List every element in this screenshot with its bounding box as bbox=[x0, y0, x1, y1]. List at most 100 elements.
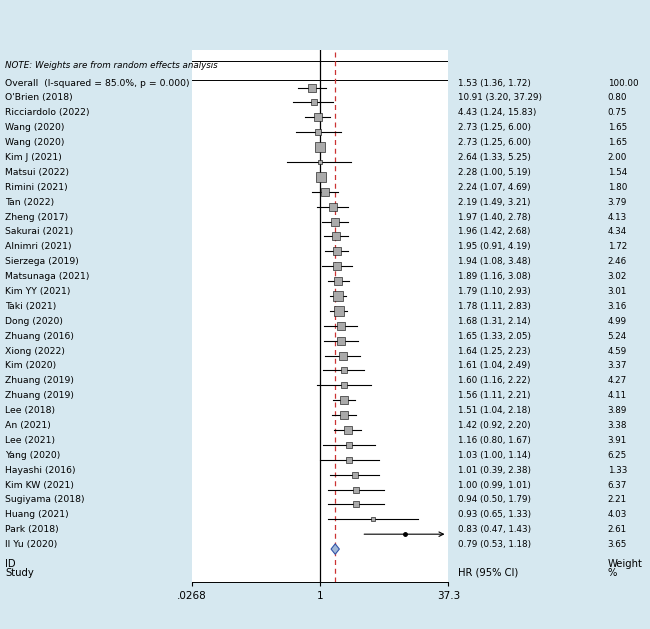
Text: Taki (2021): Taki (2021) bbox=[5, 302, 57, 311]
Text: Kim (2020): Kim (2020) bbox=[5, 362, 57, 370]
Text: 1.53 (1.36, 1.72): 1.53 (1.36, 1.72) bbox=[458, 79, 531, 87]
Text: 3.37: 3.37 bbox=[608, 362, 627, 370]
Text: Alnimri (2021): Alnimri (2021) bbox=[5, 242, 72, 252]
Text: %: % bbox=[608, 568, 617, 578]
Text: 6.25: 6.25 bbox=[608, 451, 627, 460]
Text: 2.28 (1.00, 5.19): 2.28 (1.00, 5.19) bbox=[458, 168, 531, 177]
Text: 3.38: 3.38 bbox=[608, 421, 627, 430]
Text: Park (2018): Park (2018) bbox=[5, 525, 59, 534]
Text: 1.95 (0.91, 4.19): 1.95 (0.91, 4.19) bbox=[458, 242, 531, 252]
Text: 1.94 (1.08, 3.48): 1.94 (1.08, 3.48) bbox=[458, 257, 531, 266]
Text: 2.00: 2.00 bbox=[608, 153, 627, 162]
Text: 1.68 (1.31, 2.14): 1.68 (1.31, 2.14) bbox=[458, 317, 531, 326]
Text: 1.64 (1.25, 2.23): 1.64 (1.25, 2.23) bbox=[458, 347, 531, 355]
Text: NOTE: Weights are from random effects analysis: NOTE: Weights are from random effects an… bbox=[5, 61, 218, 70]
Text: 1.78 (1.11, 2.83): 1.78 (1.11, 2.83) bbox=[458, 302, 531, 311]
Text: Zheng (2017): Zheng (2017) bbox=[5, 213, 68, 221]
Text: 4.03: 4.03 bbox=[608, 510, 627, 520]
Text: Sakurai (2021): Sakurai (2021) bbox=[5, 228, 73, 237]
Text: 4.34: 4.34 bbox=[608, 228, 627, 237]
Text: 0.93 (0.65, 1.33): 0.93 (0.65, 1.33) bbox=[458, 510, 532, 520]
Text: 1.72: 1.72 bbox=[608, 242, 627, 252]
Text: Wang (2020): Wang (2020) bbox=[5, 123, 64, 132]
Text: 6.37: 6.37 bbox=[608, 481, 627, 489]
Text: Study: Study bbox=[5, 568, 34, 578]
Text: 4.99: 4.99 bbox=[608, 317, 627, 326]
Text: 100.00: 100.00 bbox=[608, 79, 638, 87]
Text: 2.73 (1.25, 6.00): 2.73 (1.25, 6.00) bbox=[458, 123, 531, 132]
Text: 4.11: 4.11 bbox=[608, 391, 627, 400]
Text: 5.24: 5.24 bbox=[608, 331, 627, 341]
Text: 2.46: 2.46 bbox=[608, 257, 627, 266]
Text: An (2021): An (2021) bbox=[5, 421, 51, 430]
Text: 1.56 (1.11, 2.21): 1.56 (1.11, 2.21) bbox=[458, 391, 531, 400]
Text: 2.19 (1.49, 3.21): 2.19 (1.49, 3.21) bbox=[458, 198, 531, 207]
Text: Matsui (2022): Matsui (2022) bbox=[5, 168, 69, 177]
Text: 1.33: 1.33 bbox=[608, 465, 627, 475]
Text: 1.97 (1.40, 2.78): 1.97 (1.40, 2.78) bbox=[458, 213, 531, 221]
Text: 2.24 (1.07, 4.69): 2.24 (1.07, 4.69) bbox=[458, 183, 531, 192]
Text: Zhuang (2019): Zhuang (2019) bbox=[5, 376, 74, 386]
Text: 1.65: 1.65 bbox=[608, 123, 627, 132]
Text: Lee (2018): Lee (2018) bbox=[5, 406, 55, 415]
Text: 1.42 (0.92, 2.20): 1.42 (0.92, 2.20) bbox=[458, 421, 531, 430]
Text: 4.43 (1.24, 15.83): 4.43 (1.24, 15.83) bbox=[458, 108, 537, 118]
Text: 10.91 (3.20, 37.29): 10.91 (3.20, 37.29) bbox=[458, 94, 542, 103]
Text: 2.64 (1.33, 5.25): 2.64 (1.33, 5.25) bbox=[458, 153, 531, 162]
Text: 4.27: 4.27 bbox=[608, 376, 627, 386]
Text: 3.91: 3.91 bbox=[608, 436, 627, 445]
Text: HR (95% CI): HR (95% CI) bbox=[458, 568, 519, 578]
Text: 1.89 (1.16, 3.08): 1.89 (1.16, 3.08) bbox=[458, 272, 531, 281]
Text: 1.65: 1.65 bbox=[608, 138, 627, 147]
Text: Matsunaga (2021): Matsunaga (2021) bbox=[5, 272, 90, 281]
Text: 1.80: 1.80 bbox=[608, 183, 627, 192]
Text: 1.79 (1.10, 2.93): 1.79 (1.10, 2.93) bbox=[458, 287, 531, 296]
Text: 1.00 (0.99, 1.01): 1.00 (0.99, 1.01) bbox=[458, 481, 531, 489]
Text: 3.65: 3.65 bbox=[608, 540, 627, 549]
Text: Rimini (2021): Rimini (2021) bbox=[5, 183, 68, 192]
Text: 1.03 (1.00, 1.14): 1.03 (1.00, 1.14) bbox=[458, 451, 531, 460]
Text: Kim J (2021): Kim J (2021) bbox=[5, 153, 62, 162]
Text: 3.89: 3.89 bbox=[608, 406, 627, 415]
Text: Kim KW (2021): Kim KW (2021) bbox=[5, 481, 74, 489]
Text: 0.83 (0.47, 1.43): 0.83 (0.47, 1.43) bbox=[458, 525, 532, 534]
Text: Lee (2021): Lee (2021) bbox=[5, 436, 55, 445]
Text: 2.61: 2.61 bbox=[608, 525, 627, 534]
Text: Ricciardolo (2022): Ricciardolo (2022) bbox=[5, 108, 90, 118]
Text: Il Yu (2020): Il Yu (2020) bbox=[5, 540, 57, 549]
Text: 0.80: 0.80 bbox=[608, 94, 627, 103]
Text: Weight: Weight bbox=[608, 559, 643, 569]
Text: 2.21: 2.21 bbox=[608, 496, 627, 504]
Text: Tan (2022): Tan (2022) bbox=[5, 198, 55, 207]
Text: 1.65 (1.33, 2.05): 1.65 (1.33, 2.05) bbox=[458, 331, 531, 341]
Text: 3.02: 3.02 bbox=[608, 272, 627, 281]
Text: Yang (2020): Yang (2020) bbox=[5, 451, 60, 460]
Text: 2.73 (1.25, 6.00): 2.73 (1.25, 6.00) bbox=[458, 138, 531, 147]
Text: 3.79: 3.79 bbox=[608, 198, 627, 207]
Text: Zhuang (2019): Zhuang (2019) bbox=[5, 391, 74, 400]
Text: 3.16: 3.16 bbox=[608, 302, 627, 311]
Text: Huang (2021): Huang (2021) bbox=[5, 510, 69, 520]
Text: Zhuang (2016): Zhuang (2016) bbox=[5, 331, 74, 341]
Text: 4.59: 4.59 bbox=[608, 347, 627, 355]
Text: Overall  (I-squared = 85.0%, p = 0.000): Overall (I-squared = 85.0%, p = 0.000) bbox=[5, 79, 190, 87]
Text: Dong (2020): Dong (2020) bbox=[5, 317, 63, 326]
Text: Kim YY (2021): Kim YY (2021) bbox=[5, 287, 71, 296]
Text: 1.60 (1.16, 2.22): 1.60 (1.16, 2.22) bbox=[458, 376, 531, 386]
Text: O'Brien (2018): O'Brien (2018) bbox=[5, 94, 73, 103]
Text: 1.16 (0.80, 1.67): 1.16 (0.80, 1.67) bbox=[458, 436, 531, 445]
Text: 1.54: 1.54 bbox=[608, 168, 627, 177]
Text: 1.96 (1.42, 2.68): 1.96 (1.42, 2.68) bbox=[458, 228, 531, 237]
Text: 0.94 (0.50, 1.79): 0.94 (0.50, 1.79) bbox=[458, 496, 531, 504]
Text: 1.61 (1.04, 2.49): 1.61 (1.04, 2.49) bbox=[458, 362, 531, 370]
Text: 4.13: 4.13 bbox=[608, 213, 627, 221]
Text: 3.01: 3.01 bbox=[608, 287, 627, 296]
Text: Sierzega (2019): Sierzega (2019) bbox=[5, 257, 79, 266]
Polygon shape bbox=[331, 544, 339, 554]
Text: Xiong (2022): Xiong (2022) bbox=[5, 347, 65, 355]
Text: 1.01 (0.39, 2.38): 1.01 (0.39, 2.38) bbox=[458, 465, 531, 475]
Text: 0.79 (0.53, 1.18): 0.79 (0.53, 1.18) bbox=[458, 540, 532, 549]
Text: Hayashi (2016): Hayashi (2016) bbox=[5, 465, 75, 475]
Text: ID: ID bbox=[5, 559, 16, 569]
Text: 1.51 (1.04, 2.18): 1.51 (1.04, 2.18) bbox=[458, 406, 531, 415]
